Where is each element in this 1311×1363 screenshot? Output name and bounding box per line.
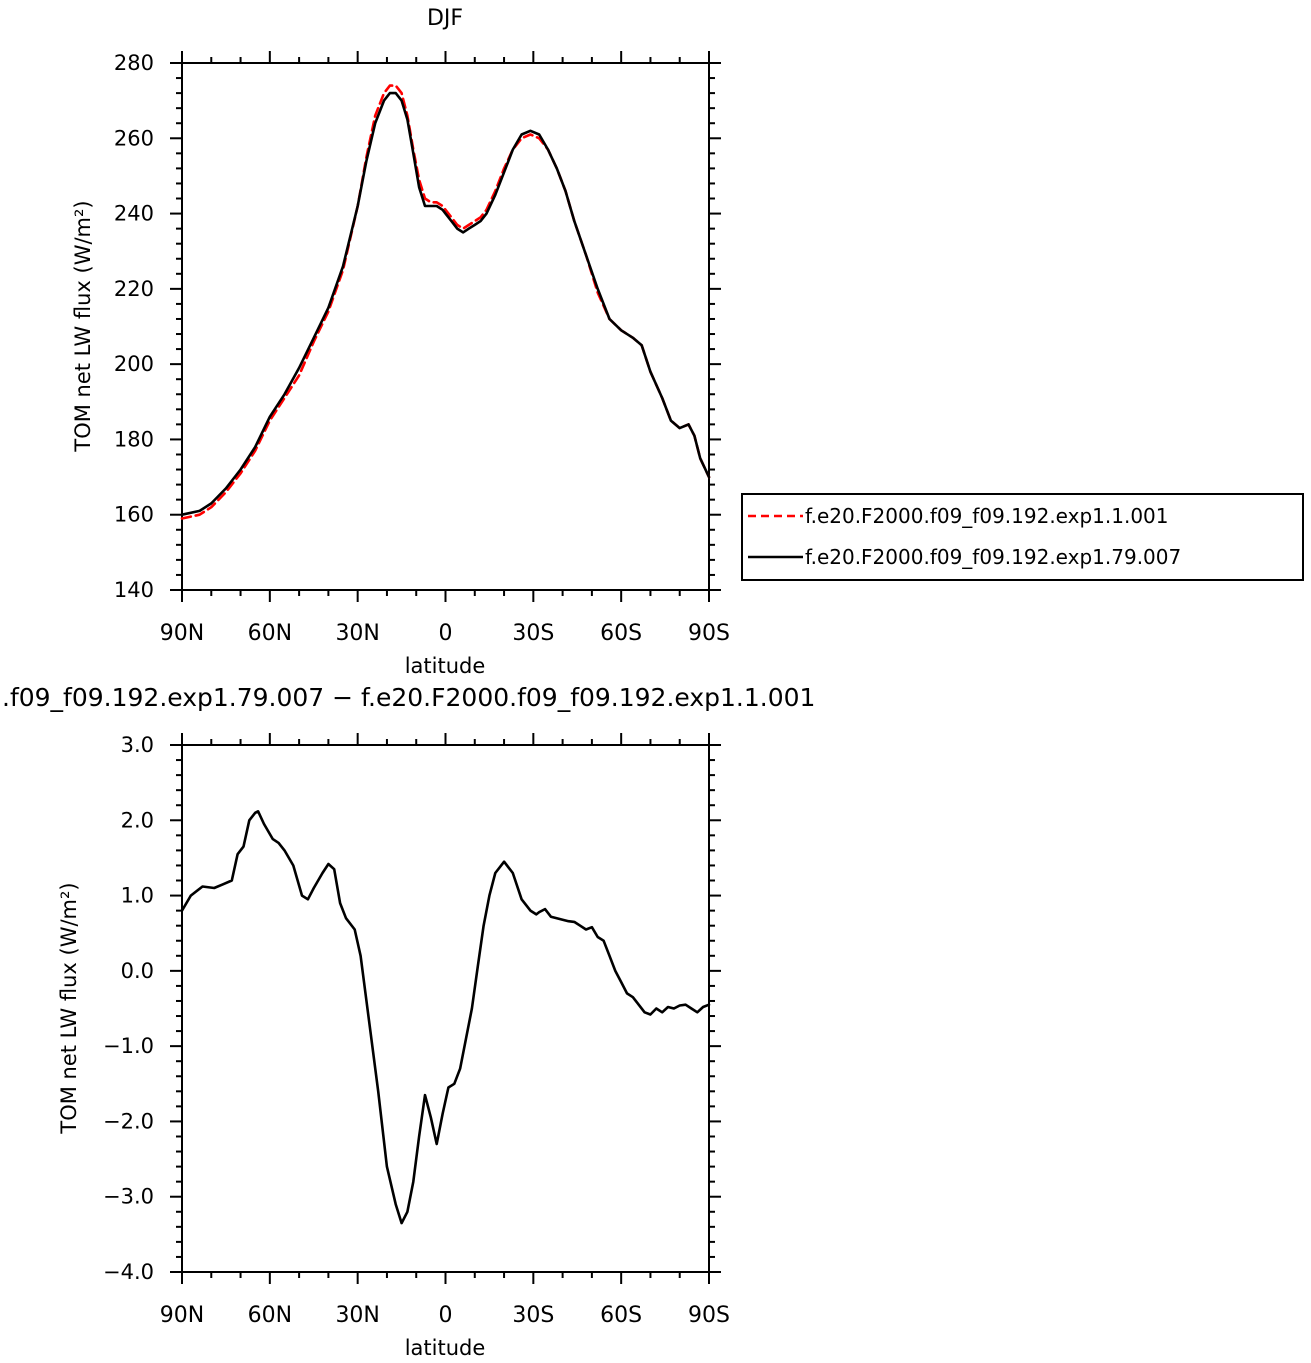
bottom-chart-series (180, 809, 711, 1225)
top-chart-y-tick-label: 220 (114, 277, 154, 301)
top-chart: DJF 140 160 180 200 220 240 260 280 90N 60N 30N 0 3… (71, 6, 730, 678)
top-chart-y-tick-label: 180 (114, 427, 154, 451)
bottom-chart-x-tick-label: 0 (439, 1303, 453, 1328)
bottom-chart-x-tick-labels: 90N 60N 30N 0 30S 60S 90S (160, 1303, 730, 1328)
legend-label-series-1: f.e20.F2000.f09_f09.192.exp1.1.001 (805, 504, 1169, 528)
legend-label-series-2: f.e20.F2000.f09_f09.192.exp1.79.007 (805, 545, 1181, 569)
top-chart-y-tick-label: 240 (114, 202, 154, 226)
bottom-chart-y-tick-labels: −4.0 −3.0 −2.0 −1.0 0.0 1.0 2.0 3.0 (103, 733, 154, 1284)
top-chart-y-tick-labels: 140 160 180 200 220 240 260 280 (114, 51, 154, 602)
bottom-chart-y-tick-label: −2.0 (103, 1109, 154, 1133)
bottom-chart-y-tick-label: 3.0 (121, 733, 154, 757)
top-chart-plot-frame (181, 62, 710, 591)
top-chart-series-line-2 (180, 91, 711, 517)
bottom-chart-y-tick-label: −3.0 (103, 1185, 154, 1209)
bottom-chart-y-tick-label: −1.0 (103, 1034, 154, 1058)
top-chart-x-tick-label: 60N (248, 621, 292, 646)
top-chart-x-tick-label: 90N (160, 621, 204, 646)
bottom-chart-x-tick-label: 60N (248, 1303, 292, 1328)
top-chart-x-tick-label: 90S (688, 621, 730, 646)
top-chart-x-axis-label: latitude (405, 654, 486, 678)
top-chart-y-tick-label: 260 (114, 126, 154, 150)
bottom-chart-series-line-1 (180, 809, 711, 1225)
bottom-chart-ticks (170, 733, 721, 1284)
top-chart-series-line-1 (180, 84, 711, 520)
bottom-chart-title: .f09_f09.192.exp1.79.007 − f.e20.F2000.f… (2, 683, 815, 712)
top-chart-y-tick-label: 280 (114, 51, 154, 75)
top-chart-x-tick-label: 30S (512, 621, 554, 646)
bottom-chart-plot-frame (181, 744, 710, 1273)
bottom-chart-y-tick-label: 0.0 (121, 959, 154, 983)
top-chart-y-axis-label: TOM net LW flux (W/m²) (71, 200, 95, 452)
bottom-chart-x-tick-label: 90S (688, 1303, 730, 1328)
bottom-chart-x-axis-label: latitude (405, 1336, 486, 1360)
bottom-chart-x-tick-label: 60S (600, 1303, 642, 1328)
bottom-chart-y-axis-label: TOM net LW flux (W/m²) (57, 882, 81, 1134)
top-chart-x-tick-label: 30N (335, 621, 379, 646)
top-chart-x-tick-labels: 90N 60N 30N 0 30S 60S 90S (160, 621, 730, 646)
legend: f.e20.F2000.f09_f09.192.exp1.1.001 f.e20… (741, 493, 1304, 581)
top-chart-y-tick-label: 200 (114, 352, 154, 376)
bottom-chart-y-tick-label: 2.0 (121, 808, 154, 832)
bottom-chart-x-tick-label: 90N (160, 1303, 204, 1328)
bottom-chart-y-tick-label: −4.0 (103, 1260, 154, 1284)
bottom-chart-x-tick-label: 30N (335, 1303, 379, 1328)
legend-box (741, 493, 1304, 581)
top-chart-x-tick-label: 60S (600, 621, 642, 646)
top-chart-y-tick-label: 140 (114, 578, 154, 602)
bottom-chart-y-tick-label: 1.0 (121, 884, 154, 908)
top-chart-x-tick-label: 0 (439, 621, 453, 646)
top-chart-series (180, 84, 711, 520)
bottom-chart: .f09_f09.192.exp1.79.007 − f.e20.F2000.f… (2, 683, 815, 1360)
top-chart-ticks (170, 51, 721, 602)
top-chart-title: DJF (427, 6, 463, 31)
bottom-chart-x-tick-label: 30S (512, 1303, 554, 1328)
top-chart-y-tick-label: 160 (114, 503, 154, 527)
